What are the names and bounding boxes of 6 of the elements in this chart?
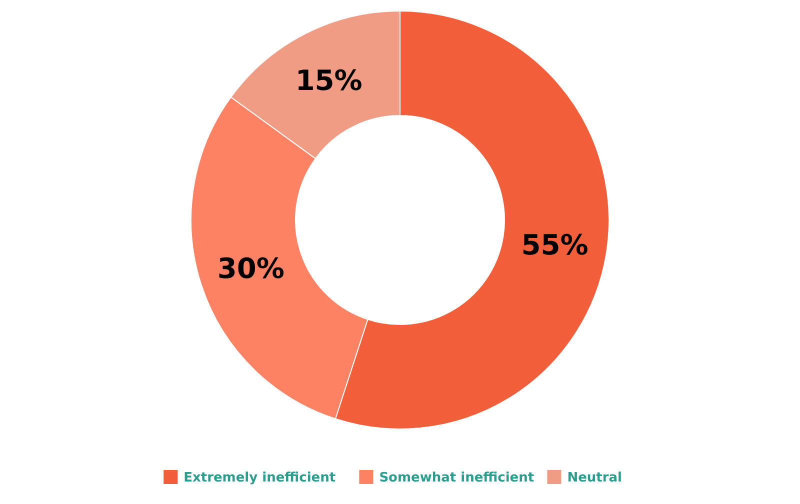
data-label: 55% xyxy=(521,228,588,262)
legend-label: Extremely inefficient xyxy=(184,470,336,486)
legend-label: Somewhat inefficient xyxy=(379,470,534,486)
data-label: 15% xyxy=(295,64,362,98)
data-label: 30% xyxy=(217,252,284,286)
legend-label: Neutral xyxy=(567,470,622,486)
